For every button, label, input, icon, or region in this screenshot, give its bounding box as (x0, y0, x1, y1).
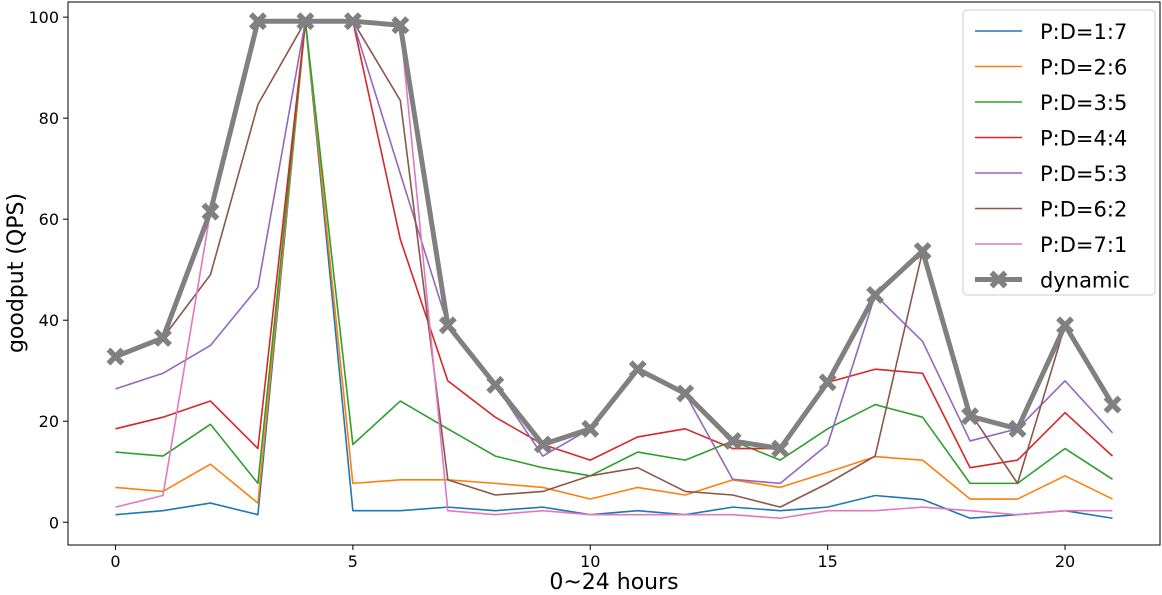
series-p-d-3-5 (115, 20, 1113, 485)
dynamic-marker (771, 439, 790, 458)
y-tick-label: 80 (39, 109, 59, 128)
dynamic-marker (581, 419, 600, 438)
dynamic-marker (438, 316, 457, 335)
y-axis-label: goodput (QPS) (4, 193, 29, 353)
legend-entry: P:D=1:7 (975, 20, 1127, 44)
series-line (114, 18, 1115, 452)
legend: P:D=1:7 P:D=2:6 P:D=3:5 P:D=4:4 P:D=5:3 P:D=6… (962, 9, 1156, 296)
x-tick-label: 0 (110, 552, 120, 571)
x-tick-label: 15 (817, 552, 837, 571)
legend-label: P:D=5:3 (1040, 162, 1127, 186)
legend-entry: P:D=4:4 (975, 127, 1127, 151)
x-tick-label: 10 (580, 552, 600, 571)
legend-entry: P:D=5:3 (975, 162, 1127, 186)
series-line (115, 20, 1114, 469)
legend-entry: P:D=2:6 (975, 56, 1127, 80)
x-tick-label: 5 (348, 552, 358, 571)
dynamic-marker (1008, 419, 1027, 438)
y-tick-label: 40 (39, 311, 59, 330)
legend-entry: dynamic (975, 269, 1130, 293)
dynamic-marker (391, 16, 410, 35)
dynamic-marker (1056, 316, 1074, 335)
dynamic-marker (628, 360, 647, 379)
series-layer (106, 12, 1122, 520)
legend-box (962, 9, 1156, 296)
dynamic-marker (201, 202, 220, 221)
legend-label: P:D=7:1 (1040, 233, 1127, 257)
legend-label: P:D=3:5 (1040, 91, 1127, 115)
series-p-d-2-6 (115, 20, 1113, 504)
dynamic-marker (343, 12, 362, 31)
dynamic-marker (106, 347, 125, 366)
y-tick-label: 20 (39, 412, 59, 431)
legend-items: P:D=1:7 P:D=2:6 P:D=3:5 P:D=4:4 P:D=5:3 P:D=6… (975, 20, 1130, 293)
y-tick-label: 100 (28, 8, 59, 27)
series-line (115, 20, 1113, 485)
dynamic-marker (866, 286, 885, 304)
legend-entry: P:D=6:2 (975, 198, 1127, 222)
dynamic-marker (248, 12, 267, 31)
x-tick-label: 20 (1055, 552, 1075, 571)
dynamic-marker (961, 407, 980, 426)
legend-label: dynamic (1040, 269, 1130, 293)
dynamic-marker (913, 242, 932, 260)
dynamic-marker (676, 384, 695, 403)
dynamic-marker (296, 12, 315, 31)
legend-label: P:D=4:4 (1040, 127, 1127, 151)
legend-label: P:D=6:2 (1040, 198, 1127, 222)
dynamic-marker (154, 328, 172, 347)
legend-entry: P:D=3:5 (975, 91, 1127, 115)
x-axis-label: 0~24 hours (549, 570, 678, 595)
legend-entry: P:D=7:1 (975, 233, 1127, 257)
plot-area (67, 1, 1161, 546)
plot-frame (67, 1, 1161, 546)
dynamic-marker (486, 375, 505, 394)
dynamic-marker (723, 432, 742, 450)
legend-label: P:D=2:6 (1040, 56, 1127, 80)
series-p-d-4-4 (115, 20, 1114, 469)
legend-marker (989, 270, 1008, 289)
y-tick-label: 60 (39, 210, 59, 229)
x-axis: 0 5 10 15 20 (110, 545, 1075, 571)
y-axis: 0 20 40 60 80 100 (28, 8, 68, 532)
legend-label: P:D=1:7 (1040, 20, 1127, 44)
dynamic-marker (533, 435, 552, 454)
series-line (115, 20, 1113, 504)
y-tick-label: 0 (49, 513, 59, 532)
dynamic-marker (818, 373, 837, 392)
dynamic-marker (1103, 395, 1122, 414)
series-dynamic (106, 12, 1122, 458)
